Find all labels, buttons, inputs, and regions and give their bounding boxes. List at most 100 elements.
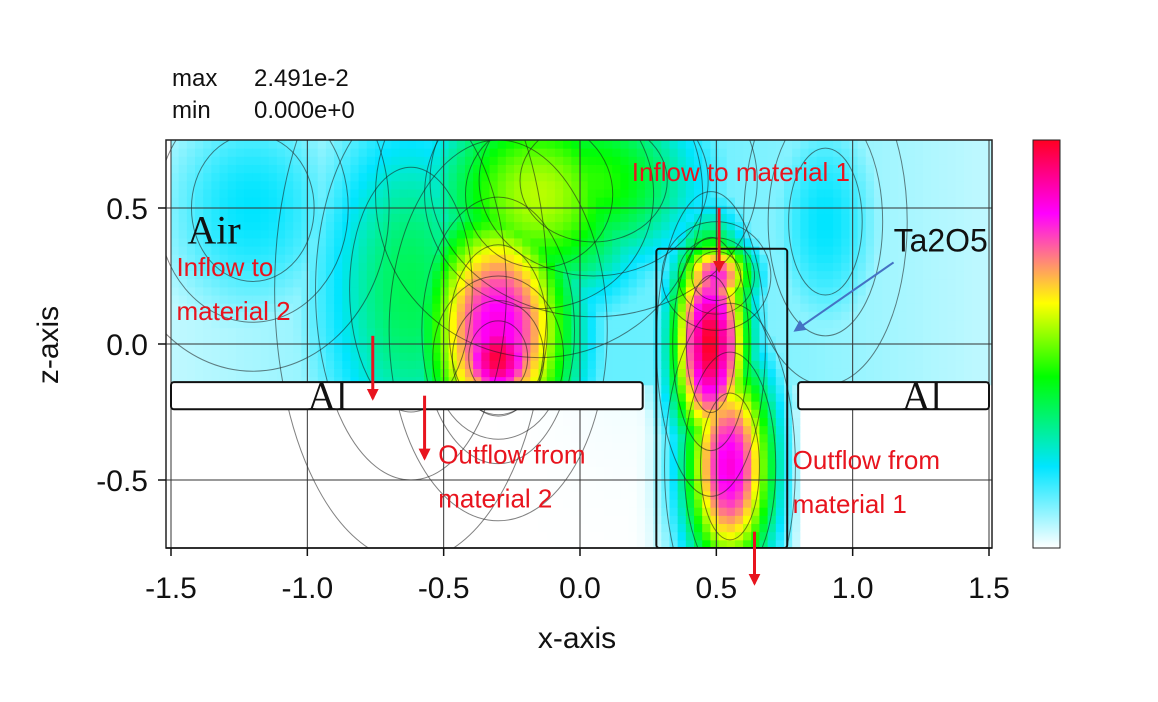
heatmap-cell [268, 465, 278, 476]
heatmap-cell [792, 140, 802, 141]
heatmap-cell [260, 278, 270, 288]
heatmap-cell [383, 506, 393, 516]
heatmap-cell [178, 441, 188, 451]
heatmap-cell [890, 376, 900, 386]
heatmap-cell [955, 188, 965, 198]
heatmap-cell [931, 172, 941, 182]
heatmap-cell [407, 261, 417, 272]
heatmap-cell [505, 449, 516, 459]
heatmap-cell [260, 245, 270, 255]
heatmap-cell [227, 229, 237, 239]
heatmap-cell [227, 286, 237, 296]
heatmap-cell [432, 449, 442, 459]
heatmap-cell [293, 498, 303, 508]
heatmap-cell [415, 523, 426, 533]
heatmap-cell [800, 212, 810, 223]
heatmap-cell [857, 163, 867, 174]
heatmap-cell [939, 155, 949, 165]
heatmap-cell [399, 155, 409, 165]
heatmap-cell [276, 253, 287, 263]
heatmap-cell [407, 286, 417, 296]
heatmap-cell [464, 376, 475, 386]
heatmap-cell [898, 229, 908, 239]
heatmap-cell [538, 155, 548, 165]
heatmap-cell [947, 204, 957, 214]
heatmap-cell [522, 237, 532, 247]
heatmap-cell [702, 237, 712, 247]
heatmap-cell [743, 425, 753, 435]
heatmap-cell [808, 367, 818, 378]
heatmap-cell [833, 253, 843, 263]
heatmap-cell [571, 221, 581, 231]
heatmap-cell [685, 212, 696, 223]
heatmap-cell [522, 270, 532, 280]
heatmap-cell [726, 343, 736, 353]
heatmap-cell [931, 514, 941, 525]
heatmap-cell [391, 514, 401, 525]
heatmap-cell [456, 261, 466, 272]
heatmap-cell [800, 367, 810, 378]
heatmap-cell [947, 245, 957, 255]
heatmap-cell [939, 416, 949, 427]
heatmap-cell [203, 523, 213, 533]
heatmap-cell [260, 237, 270, 247]
heatmap-cell [546, 270, 556, 280]
heatmap-cell [644, 188, 655, 198]
heatmap-cell [546, 425, 556, 435]
heatmap-cell [767, 286, 777, 296]
heatmap-cell [399, 204, 409, 214]
heatmap-cell [178, 482, 188, 492]
heatmap-cell [538, 490, 548, 500]
heatmap-cell [661, 147, 671, 157]
heatmap-cell [939, 465, 949, 476]
heatmap-cell [849, 147, 859, 157]
heatmap-cell [808, 343, 818, 353]
heatmap-cell [734, 367, 745, 378]
heatmap-cell [375, 351, 385, 361]
heatmap-cell [342, 155, 352, 165]
heatmap-cell [784, 172, 794, 182]
heatmap-cell [456, 498, 466, 508]
heatmap-cell [726, 474, 736, 484]
heatmap-cell [203, 498, 213, 508]
heatmap-cell [612, 245, 622, 255]
heatmap-cell [293, 172, 303, 182]
heatmap-cell [440, 474, 450, 484]
heatmap-cell [644, 180, 655, 190]
heatmap-cell [849, 140, 859, 149]
heatmap-cell [399, 465, 409, 476]
heatmap-cell [800, 506, 810, 516]
heatmap-cell [219, 204, 229, 214]
heatmap-cell [350, 433, 360, 443]
heatmap-cell [195, 310, 205, 321]
heatmap-cell [702, 523, 712, 533]
heatmap-cell [448, 449, 458, 459]
heatmap-cell [669, 506, 679, 516]
heatmap-cell [358, 408, 368, 418]
heatmap-cell [219, 416, 229, 427]
heatmap-cell [906, 140, 916, 141]
heatmap-cell [325, 237, 336, 247]
heatmap-cell [358, 278, 368, 288]
heatmap-cell [726, 319, 736, 329]
heatmap-cell [636, 351, 646, 361]
heatmap-cell [391, 163, 401, 174]
heatmap-cell [955, 335, 965, 345]
heatmap-cell [661, 376, 671, 386]
heatmap-cell [276, 270, 287, 280]
heatmap-cell [685, 416, 696, 427]
heatmap-cell [734, 457, 745, 467]
heatmap-cell [464, 425, 475, 435]
heatmap-cell [317, 433, 327, 443]
heatmap-cell [227, 514, 237, 525]
heatmap-cell [432, 506, 442, 516]
heatmap-cell [407, 163, 417, 174]
heatmap-cell [587, 261, 597, 272]
heatmap-cell [195, 441, 205, 451]
heatmap-cell [309, 343, 319, 353]
heatmap-cell [571, 359, 581, 369]
heatmap-cell [235, 204, 246, 214]
heatmap-cell [726, 351, 736, 361]
heatmap-cell [260, 343, 270, 353]
heatmap-cell [301, 539, 311, 548]
